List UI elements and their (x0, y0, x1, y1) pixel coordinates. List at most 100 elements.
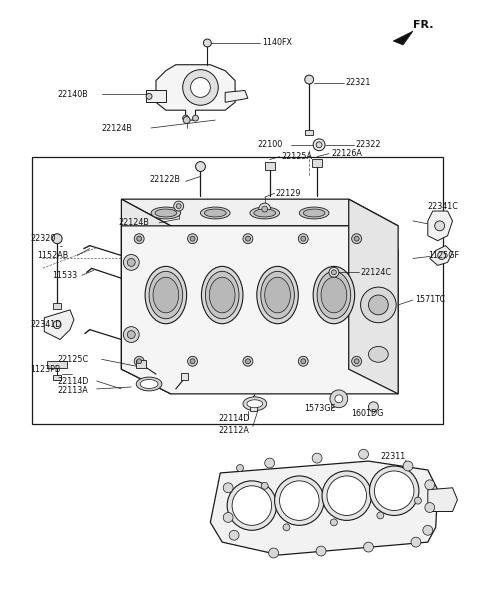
Circle shape (438, 252, 445, 259)
Text: 22322: 22322 (356, 140, 381, 149)
Circle shape (176, 204, 181, 209)
Ellipse shape (250, 207, 279, 219)
Polygon shape (393, 31, 413, 45)
Circle shape (137, 236, 142, 241)
Circle shape (183, 115, 189, 121)
Circle shape (269, 548, 278, 558)
Circle shape (327, 476, 367, 516)
Circle shape (134, 356, 144, 366)
Circle shape (363, 542, 373, 552)
Circle shape (123, 254, 139, 271)
Circle shape (298, 356, 308, 366)
Polygon shape (121, 199, 398, 226)
Text: 22114D: 22114D (218, 414, 250, 423)
Ellipse shape (205, 271, 239, 319)
Circle shape (360, 287, 396, 322)
Text: 22113A: 22113A (57, 386, 88, 395)
Circle shape (188, 234, 197, 244)
Circle shape (264, 458, 275, 468)
Circle shape (279, 481, 319, 520)
Ellipse shape (254, 209, 276, 217)
Circle shape (262, 206, 268, 212)
Circle shape (243, 234, 253, 244)
Text: 22100: 22100 (258, 140, 283, 149)
Ellipse shape (369, 346, 388, 362)
Circle shape (283, 524, 290, 531)
Circle shape (298, 234, 308, 244)
Text: 22124C: 22124C (360, 268, 392, 277)
Bar (305, 130, 313, 135)
Circle shape (435, 221, 444, 231)
Text: 1123PB: 1123PB (30, 365, 61, 374)
Text: 22112A: 22112A (218, 426, 249, 435)
Circle shape (312, 453, 322, 463)
Circle shape (275, 476, 324, 525)
Circle shape (261, 482, 268, 489)
Text: 1601DG: 1601DG (351, 409, 383, 418)
Ellipse shape (303, 209, 325, 217)
Ellipse shape (264, 277, 290, 313)
Circle shape (195, 162, 205, 172)
Circle shape (137, 359, 142, 364)
Circle shape (190, 359, 195, 364)
Circle shape (245, 236, 251, 241)
Text: 22341D: 22341D (30, 320, 62, 329)
Text: 11533: 11533 (52, 271, 77, 280)
Circle shape (354, 359, 359, 364)
Circle shape (425, 480, 435, 490)
Circle shape (223, 483, 233, 493)
Ellipse shape (201, 207, 230, 219)
Circle shape (146, 94, 152, 100)
Circle shape (377, 512, 384, 519)
Circle shape (354, 236, 359, 241)
Circle shape (414, 497, 421, 504)
Circle shape (305, 75, 313, 84)
Ellipse shape (151, 207, 180, 219)
Circle shape (123, 327, 139, 343)
Text: 22124B: 22124B (102, 125, 132, 134)
Circle shape (127, 259, 135, 266)
Text: 22125C: 22125C (57, 355, 88, 364)
Polygon shape (210, 461, 438, 555)
Circle shape (374, 471, 414, 511)
Circle shape (370, 466, 419, 516)
Ellipse shape (257, 266, 298, 324)
Text: 1125GF: 1125GF (428, 251, 459, 260)
Circle shape (313, 139, 325, 151)
Circle shape (232, 486, 272, 525)
Text: 1571TC: 1571TC (415, 296, 445, 305)
Polygon shape (428, 211, 453, 241)
Text: 1573GE: 1573GE (304, 404, 336, 413)
Ellipse shape (209, 277, 235, 313)
Ellipse shape (155, 209, 177, 217)
Text: 22122B: 22122B (149, 175, 180, 184)
Text: 22124B: 22124B (119, 218, 149, 228)
Ellipse shape (145, 266, 187, 324)
Text: 22140B: 22140B (57, 90, 88, 99)
Circle shape (204, 39, 211, 47)
Ellipse shape (149, 271, 183, 319)
Ellipse shape (321, 277, 347, 313)
Ellipse shape (202, 266, 243, 324)
Polygon shape (146, 91, 166, 103)
Circle shape (369, 295, 388, 315)
Circle shape (411, 537, 421, 547)
Circle shape (227, 481, 276, 530)
Circle shape (330, 390, 348, 408)
Bar (180, 373, 188, 380)
Text: 22114D: 22114D (57, 377, 88, 386)
Circle shape (188, 356, 197, 366)
Circle shape (423, 525, 433, 535)
Circle shape (183, 70, 218, 105)
Bar (136, 360, 146, 368)
Text: FR.: FR. (413, 20, 433, 30)
Bar (53, 303, 61, 309)
Polygon shape (121, 226, 398, 394)
Polygon shape (430, 246, 453, 265)
Circle shape (174, 201, 184, 211)
Circle shape (237, 464, 243, 471)
Text: 22321: 22321 (346, 78, 371, 87)
Text: 22311: 22311 (380, 452, 406, 461)
Circle shape (316, 546, 326, 556)
Circle shape (301, 359, 306, 364)
